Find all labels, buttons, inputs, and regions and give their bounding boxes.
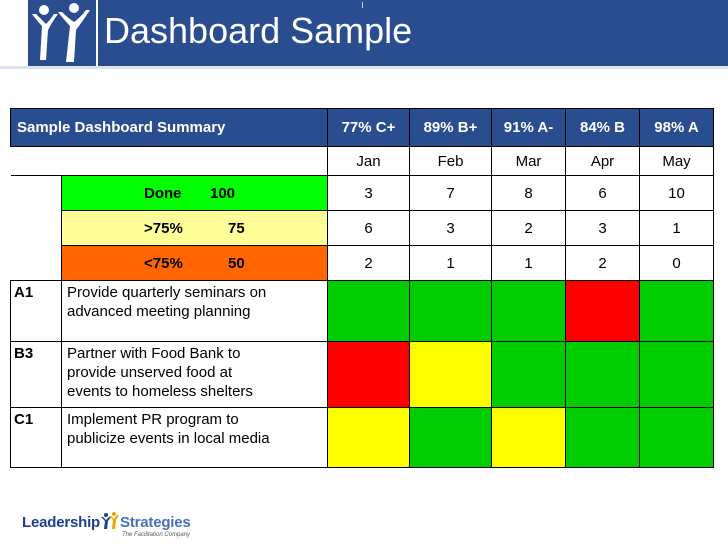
brand-part-1: Leadership: [22, 514, 101, 531]
initiative-row-c1: C1 Implement PR program to publicize eve…: [10, 407, 714, 468]
legend-spacer: [11, 211, 62, 246]
count-cell: 3: [565, 210, 640, 246]
count-cell: 10: [639, 175, 714, 211]
status-cell: [327, 280, 410, 342]
brand-part-2: Strategies: [120, 514, 191, 531]
status-cell: [409, 407, 492, 468]
header-underline: [0, 66, 728, 69]
legend-under75-value: 50: [228, 254, 245, 272]
footer-logo: Leadership Strategies The Facilitation Co…: [22, 512, 191, 538]
initiative-code: A1: [10, 280, 62, 342]
legend-over75: >75% 75: [61, 210, 328, 246]
month-may: May: [639, 146, 714, 176]
status-cell: [491, 407, 566, 468]
initiative-row-a1: A1 Provide quarterly seminars on advance…: [10, 280, 714, 342]
count-cell: 3: [327, 175, 410, 211]
title-separator: [96, 0, 98, 66]
figures-icon: [32, 3, 90, 62]
status-cell: [491, 341, 566, 408]
legend-over75-label: >75%: [144, 219, 183, 237]
month-mar: Mar: [491, 146, 566, 176]
count-cell: 3: [409, 210, 492, 246]
status-cell: [639, 407, 714, 468]
legend-row-over75: >75% 75 6 3 2 3 1: [11, 210, 714, 246]
status-cell: [639, 341, 714, 408]
count-cell: 1: [639, 210, 714, 246]
title-bar: Dashboard Sample: [96, 0, 728, 66]
status-cell: [327, 407, 410, 468]
initiative-code: C1: [10, 407, 62, 468]
grade-may: 98% A: [639, 108, 714, 147]
legend-row-done: Done 100 3 7 8 6 10: [11, 175, 714, 211]
count-cell: 2: [565, 245, 640, 281]
month-jan: Jan: [327, 146, 410, 176]
page-title: Dashboard Sample: [104, 10, 413, 51]
grade-header-row: Sample Dashboard Summary 77% C+ 89% B+ 9…: [10, 108, 714, 147]
status-cell: [327, 341, 410, 408]
description-line: publicize events in local media: [67, 430, 270, 447]
legend-done: Done 100: [61, 175, 328, 211]
description-line: advanced meeting planning: [67, 303, 251, 320]
status-cell: [639, 280, 714, 342]
initiative-description: Provide quarterly seminars on advanced m…: [61, 280, 328, 342]
count-cell: 2: [327, 245, 410, 281]
count-cell: 2: [491, 210, 566, 246]
figures-icon-small: [101, 512, 120, 529]
legend-done-value: 100: [210, 184, 236, 202]
initiative-row-b3: B3 Partner with Food Bank to provide uns…: [10, 341, 714, 408]
month-apr: Apr: [565, 146, 640, 176]
grade-mar: 91% A-: [491, 108, 566, 147]
leadership-strategies-logo: [28, 0, 96, 66]
initiative-description: Implement PR program to publicize events…: [61, 407, 328, 468]
month-feb: Feb: [409, 146, 492, 176]
description-line: events to homeless shelters: [67, 383, 253, 400]
legend-done-label: Done: [144, 184, 182, 202]
status-cell: [409, 341, 492, 408]
title-tick: [362, 2, 363, 8]
count-cell: 0: [639, 245, 714, 281]
summary-title: Sample Dashboard Summary: [10, 108, 328, 147]
count-cell: 6: [327, 210, 410, 246]
description-line: Implement PR program to: [67, 411, 239, 428]
grade-apr: 84% B: [565, 108, 640, 147]
status-cell: [409, 280, 492, 342]
initiative-code: B3: [10, 341, 62, 408]
grade-jan: 77% C+: [327, 108, 410, 147]
slide-header: Dashboard Sample: [0, 0, 728, 69]
legend-spacer: [10, 245, 62, 281]
legend-spacer: [11, 176, 62, 211]
count-cell: 8: [491, 175, 566, 211]
month-row: Jan Feb Mar Apr May: [10, 146, 714, 176]
legend-under75: <75% 50: [61, 245, 328, 281]
brand-tagline: The Facilitation Company: [122, 532, 191, 538]
grade-feb: 89% B+: [409, 108, 492, 147]
status-cell: [491, 280, 566, 342]
count-cell: 1: [409, 245, 492, 281]
brand-name: Leadership Strategies: [22, 512, 191, 531]
description-line: Partner with Food Bank to: [67, 345, 241, 362]
count-cell: 6: [565, 175, 640, 211]
status-cell: [565, 280, 640, 342]
description-line: provide unserved food at: [67, 364, 233, 381]
legend-under75-label: <75%: [144, 254, 183, 272]
dashboard-table: Sample Dashboard Summary 77% C+ 89% B+ 9…: [10, 108, 714, 468]
count-cell: 1: [491, 245, 566, 281]
count-cell: 7: [409, 175, 492, 211]
month-row-spacer: [10, 146, 328, 176]
legend-row-under75: <75% 50 2 1 1 2 0: [10, 245, 714, 281]
legend-over75-value: 75: [228, 219, 245, 237]
initiative-description: Partner with Food Bank to provide unserv…: [61, 341, 328, 408]
status-cell: [565, 341, 640, 408]
status-cell: [565, 407, 640, 468]
description-line: Provide quarterly seminars on: [67, 284, 267, 301]
